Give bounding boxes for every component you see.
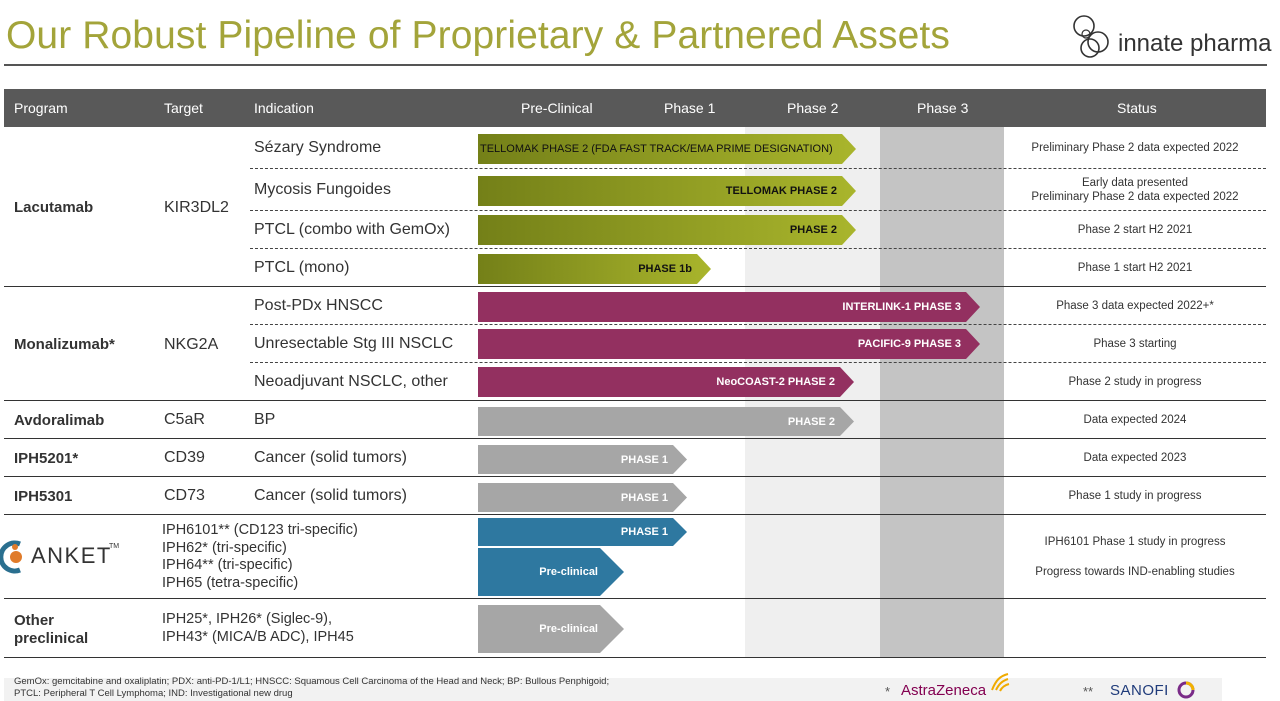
- bar-ptcl-combo: PHASE 2: [478, 215, 856, 245]
- status-text: Phase 1 study in progress: [1068, 490, 1202, 502]
- innate-pharma-logo: [1073, 15, 1109, 58]
- row-divider: [4, 400, 1266, 401]
- target-kir3dl2: KIR3DL2: [164, 199, 229, 216]
- program-avdoralimab: Avdoralimab: [14, 412, 105, 429]
- phase3-column-bg: [880, 127, 1004, 658]
- anket-logo-text: ANKET: [31, 543, 112, 568]
- indication: PTCL (combo with GemOx): [254, 221, 450, 238]
- bar-interlink1: INTERLINK-1 PHASE 3: [478, 292, 980, 322]
- status-text: Phase 1 start H2 2021: [1077, 262, 1193, 274]
- anket-target: IPH64** (tri-specific): [162, 557, 293, 573]
- anket-target: IPH62* (tri-specific): [162, 540, 287, 556]
- program-other: Other: [14, 612, 55, 629]
- target-cd73: CD73: [164, 487, 205, 504]
- indication: Cancer (solid tumors): [254, 449, 407, 466]
- subrow-divider: [250, 168, 1266, 169]
- row-divider: [4, 657, 1266, 658]
- target-nkg2a: NKG2A: [164, 336, 219, 353]
- other-target: IPH43* (MICA/B ADC), IPH45: [162, 629, 354, 645]
- header-program: Program: [14, 100, 68, 116]
- status-text: Phase 2 start H2 2021: [1077, 224, 1193, 236]
- bar-tellomak-mf: TELLOMAK PHASE 2: [478, 176, 856, 206]
- footnote: GemOx: gemcitabine and oxaliplatin; PDX:…: [14, 676, 610, 687]
- bar-iph5201: PHASE 1: [478, 445, 687, 474]
- row-divider: [4, 438, 1266, 439]
- status-text: Phase 2 study in progress: [1068, 376, 1202, 388]
- logo-text: innate pharma: [1118, 30, 1272, 57]
- astrazeneca-logo: AstraZeneca: [901, 682, 987, 699]
- indication: PTCL (mono): [254, 259, 350, 276]
- bar-tellomak-sezary: TELLOMAK PHASE 2 (FDA FAST TRACK/EMA PRI…: [478, 134, 856, 164]
- astrazeneca-icon: [991, 673, 1010, 692]
- row-divider: [4, 598, 1266, 599]
- sanofi-icon: [1177, 681, 1195, 699]
- sanofi-marker: **: [1083, 684, 1094, 699]
- footnote: PTCL: Peripheral T Cell Lymphoma; IND: I…: [14, 688, 293, 699]
- header-phase1: Phase 1: [664, 100, 716, 116]
- title-rule: [4, 64, 1267, 66]
- target-cd39: CD39: [164, 449, 205, 466]
- status-text: Early data presented: [1081, 177, 1189, 189]
- bar-avdoralimab: PHASE 2: [478, 407, 854, 436]
- program-iph5201: IPH5201*: [14, 450, 79, 467]
- status-text: Data expected 2023: [1083, 452, 1187, 464]
- indication: BP: [254, 411, 276, 428]
- status-text: Phase 3 data expected 2022+*: [1056, 300, 1214, 312]
- subrow-divider: [250, 362, 1266, 363]
- subrow-divider: [250, 324, 1266, 325]
- bar-iph5301: PHASE 1: [478, 483, 687, 512]
- status-text: Data expected 2024: [1083, 414, 1187, 426]
- footer-band: [4, 678, 1222, 701]
- anket-tm: TM: [109, 543, 120, 550]
- header-status: Status: [1117, 100, 1157, 116]
- program-preclinical: preclinical: [14, 630, 89, 647]
- program-lacutamab: Lacutamab: [14, 199, 94, 216]
- anket-target: IPH6101** (CD123 tri-specific): [162, 522, 358, 538]
- status-text: Progress towards IND-enabling studies: [1035, 566, 1235, 578]
- subrow-divider: [250, 210, 1266, 211]
- status-text: Preliminary Phase 2 data expected 2022: [1031, 142, 1239, 154]
- header-target: Target: [164, 100, 203, 116]
- table-header: Program Target Indication Pre-Clinical P…: [4, 89, 1266, 127]
- az-marker: *: [885, 684, 891, 699]
- header-indication: Indication: [254, 100, 314, 116]
- indication: Sézary Syndrome: [254, 139, 382, 156]
- row-divider: [4, 514, 1266, 515]
- row-divider: [4, 476, 1266, 477]
- anket-target: IPH65 (tetra-specific): [162, 575, 299, 591]
- page-title: Our Robust Pipeline of Proprietary & Par…: [6, 14, 950, 57]
- anket-logo-icon: [0, 540, 22, 574]
- indication: Post-PDx HNSCC: [254, 297, 383, 314]
- bar-ptcl-mono: PHASE 1b: [478, 254, 711, 284]
- program-monalizumab: Monalizumab*: [14, 336, 115, 353]
- target-c5ar: C5aR: [164, 411, 205, 428]
- row-divider: [4, 286, 1266, 287]
- header-phase2: Phase 2: [787, 100, 839, 116]
- bar-iph6101: PHASE 1: [478, 518, 687, 546]
- indication: Neoadjuvant NSCLC, other: [254, 373, 448, 390]
- subrow-divider: [250, 248, 1266, 249]
- sanofi-logo: SANOFI: [1110, 682, 1169, 699]
- indication: Mycosis Fungoides: [254, 181, 391, 198]
- program-iph5301: IPH5301: [14, 488, 73, 505]
- other-target: IPH25*, IPH26* (Siglec-9),: [162, 611, 333, 627]
- status-text: Preliminary Phase 2 data expected 2022: [1031, 191, 1239, 203]
- indication: Unresectable Stg III NSCLC: [254, 335, 454, 352]
- bar-anket-preclinical: Pre-clinical: [478, 548, 624, 596]
- status-text: Phase 3 starting: [1093, 338, 1177, 350]
- indication: Cancer (solid tumors): [254, 487, 407, 504]
- bar-pacific9: PACIFIC-9 PHASE 3: [478, 329, 980, 359]
- status-text: IPH6101 Phase 1 study in progress: [1044, 536, 1226, 548]
- bar-neocoast2: NeoCOAST-2 PHASE 2: [478, 367, 854, 397]
- header-preclinical: Pre-Clinical: [521, 100, 593, 116]
- bar-other-preclinical: Pre-clinical: [478, 605, 624, 653]
- header-phase3: Phase 3: [917, 100, 969, 116]
